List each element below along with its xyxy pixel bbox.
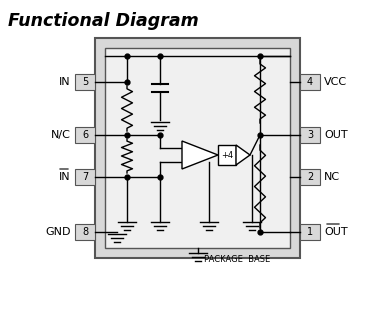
Bar: [75, 169, 95, 185]
Text: 2: 2: [307, 172, 313, 182]
Text: 5: 5: [82, 77, 88, 87]
Text: 8: 8: [82, 227, 88, 237]
Polygon shape: [182, 141, 218, 169]
Bar: [75, 127, 95, 143]
Text: 3: 3: [307, 130, 313, 140]
Bar: [300, 169, 320, 185]
Bar: [95, 38, 300, 258]
Bar: [75, 224, 95, 240]
Bar: [300, 224, 320, 240]
Polygon shape: [236, 145, 250, 165]
Text: GND: GND: [45, 227, 71, 237]
Text: N/C: N/C: [51, 130, 71, 140]
Bar: [218, 145, 236, 165]
Text: 7: 7: [82, 172, 88, 182]
Bar: [75, 74, 95, 90]
Text: Functional Diagram: Functional Diagram: [8, 12, 199, 30]
Text: +4: +4: [221, 150, 233, 160]
Text: OUT: OUT: [324, 130, 348, 140]
Text: 6: 6: [82, 130, 88, 140]
Text: IN: IN: [59, 172, 71, 182]
Text: OUT: OUT: [324, 227, 348, 237]
Bar: [300, 74, 320, 90]
Text: VCC: VCC: [324, 77, 347, 87]
Text: NC: NC: [324, 172, 340, 182]
Text: 1: 1: [307, 227, 313, 237]
Bar: [300, 127, 320, 143]
Text: PACKAGE  BASE: PACKAGE BASE: [203, 255, 270, 264]
Text: IN: IN: [59, 77, 71, 87]
Text: 4: 4: [307, 77, 313, 87]
Bar: [105, 48, 290, 248]
